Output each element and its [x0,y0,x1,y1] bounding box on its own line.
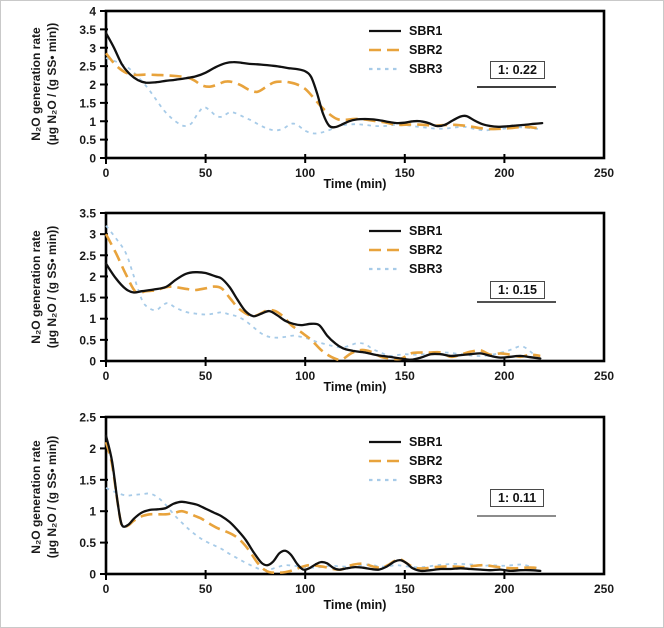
svg-text:0: 0 [89,152,96,166]
legend-label-sbr3: SBR3 [409,261,443,276]
svg-text:1.5: 1.5 [79,96,96,110]
svg-text:0: 0 [103,582,110,596]
legend-item-sbr1: SBR1 [368,21,442,40]
svg-text:0: 0 [89,568,96,582]
ratio-annotation: 1: 0.22 [490,61,545,79]
svg-text:2.5: 2.5 [79,411,96,425]
legend-item-sbr3: SBR3 [368,470,442,489]
svg-text:100: 100 [295,166,315,180]
legend: SBR1 SBR2 SBR3 [368,432,442,489]
chart-top: N₂O generation rate (µg N₂O / (g SS• min… [1,1,663,197]
ratio-value: 1: 0.22 [490,61,545,79]
svg-text:0.5: 0.5 [79,536,96,550]
x-axis-title: Time (min) [323,177,387,191]
svg-text:2.5: 2.5 [79,249,96,263]
ratio-annotation: 1: 0.11 [490,489,545,507]
legend-label-sbr2: SBR2 [409,42,443,57]
legend: SBR1 SBR2 SBR3 [368,221,442,278]
svg-text:0.5: 0.5 [79,333,96,347]
legend-line-sbr1-icon [369,229,401,232]
legend-label-sbr1: SBR1 [409,23,443,38]
legend-line-sbr1-icon [369,440,401,443]
legend-line-sbr3-icon [369,267,401,270]
legend-item-sbr1: SBR1 [368,432,442,451]
svg-text:1: 1 [89,312,96,326]
legend-label-sbr1: SBR1 [409,434,443,449]
legend-item-sbr3: SBR3 [368,259,442,278]
svg-text:3.5: 3.5 [79,207,96,221]
legend-item-sbr2: SBR2 [368,451,442,470]
ratio-underline [477,86,556,88]
plot-area: 0 50 100 150 200 250 0 0.5 1 1.5 2 2.5 3 3.5 [79,207,614,384]
svg-text:50: 50 [199,369,213,383]
legend-line-sbr1-icon [369,29,401,32]
svg-text:0: 0 [103,369,110,383]
legend-line-sbr3-icon [369,478,401,481]
svg-text:150: 150 [395,582,415,596]
svg-text:250: 250 [594,582,614,596]
svg-text:50: 50 [199,166,213,180]
svg-text:1: 1 [89,115,96,129]
svg-text:0: 0 [89,355,96,369]
ratio-underline [477,515,556,517]
svg-text:0.5: 0.5 [79,133,96,147]
legend-label-sbr2: SBR2 [409,242,443,257]
legend-label-sbr3: SBR3 [409,61,443,76]
legend-label-sbr2: SBR2 [409,453,443,468]
legend-item-sbr1: SBR1 [368,221,442,240]
legend-line-sbr3-icon [369,67,401,70]
chart-bottom: N₂O generation rate (µg N₂O / (g SS• min… [1,405,663,627]
svg-text:150: 150 [395,369,415,383]
chart-middle: N₂O generation rate (µg N₂O / (g SS• min… [1,197,663,405]
svg-text:3: 3 [89,228,96,242]
legend-label-sbr1: SBR1 [409,223,443,238]
svg-text:2: 2 [89,442,96,456]
svg-text:100: 100 [295,369,315,383]
svg-text:0: 0 [103,166,110,180]
ratio-underline [477,301,556,303]
svg-text:1.5: 1.5 [79,291,96,305]
svg-text:2: 2 [89,270,96,284]
legend-line-sbr2-icon [369,459,401,462]
ratio-annotation: 1: 0.15 [490,281,545,299]
svg-text:3.5: 3.5 [79,23,96,37]
svg-text:250: 250 [594,166,614,180]
svg-text:200: 200 [494,369,514,383]
legend-line-sbr2-icon [369,248,401,251]
legend-line-sbr2-icon [369,48,401,51]
svg-text:1.5: 1.5 [79,473,96,487]
svg-text:50: 50 [199,582,213,596]
ratio-value: 1: 0.11 [490,489,545,507]
legend-item-sbr2: SBR2 [368,40,442,59]
svg-text:150: 150 [395,166,415,180]
legend: SBR1 SBR2 SBR3 [368,21,442,78]
plot-area: 0 50 100 150 200 250 0 0.5 1 1.5 2 2.5 [79,411,614,597]
svg-text:4: 4 [89,5,96,19]
svg-text:200: 200 [494,166,514,180]
svg-text:2.5: 2.5 [79,60,96,74]
svg-text:3: 3 [89,41,96,55]
plot-area: 0 50 100 150 200 250 0 0.5 1 1.5 2 2.5 3 3.5 4 [79,5,614,181]
legend-item-sbr3: SBR3 [368,59,442,78]
svg-text:1: 1 [89,505,96,519]
legend-item-sbr2: SBR2 [368,240,442,259]
svg-text:200: 200 [494,582,514,596]
x-axis-title: Time (min) [323,598,387,612]
x-axis-title: Time (min) [323,380,387,394]
ratio-value: 1: 0.15 [490,281,545,299]
svg-text:250: 250 [594,369,614,383]
svg-text:100: 100 [295,582,315,596]
legend-label-sbr3: SBR3 [409,472,443,487]
svg-text:2: 2 [89,78,96,92]
